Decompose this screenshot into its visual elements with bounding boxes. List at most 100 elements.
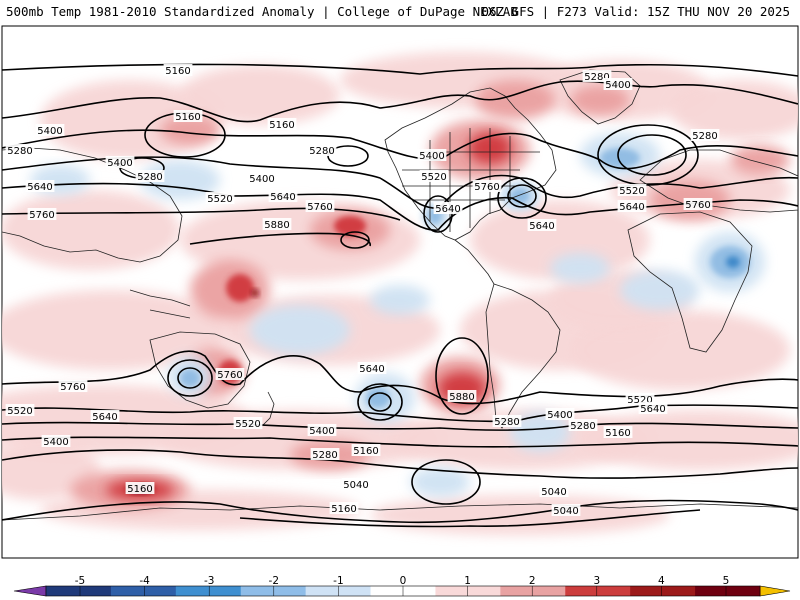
contour-label: 5160: [269, 120, 294, 131]
contour-label: 5760: [474, 182, 499, 193]
contour-label-bg: [35, 124, 65, 136]
anomaly-patch: [570, 310, 790, 390]
anomaly-patch: [226, 274, 254, 302]
colorbar-tick-label: -4: [139, 575, 150, 587]
colorbar-tick-label: 4: [658, 575, 665, 587]
colorbar-tick-label: 5: [723, 575, 730, 587]
contour-label-bg: [527, 219, 557, 231]
contour-label-bg: [690, 129, 720, 141]
contour-label-bg: [329, 502, 359, 514]
contour-label: 5520: [421, 172, 446, 183]
contour-label: 5640: [359, 364, 384, 375]
contour-label: 5400: [309, 426, 334, 437]
colorbar-swatch: [630, 586, 696, 596]
contour-label: 5400: [43, 437, 68, 448]
contour-label: 5640: [640, 404, 665, 415]
contour-label: 5640: [619, 202, 644, 213]
contour-label-bg: [539, 485, 569, 497]
colorbar-tick-label: -2: [269, 575, 279, 587]
contour-label: 5400: [249, 174, 274, 185]
contour-label-bg: [545, 408, 575, 420]
anomaly-patch: [600, 148, 640, 168]
contour-label-bg: [603, 426, 633, 438]
contour-label-bg: [447, 390, 477, 402]
contour-label-bg: [617, 184, 647, 196]
contour-label-bg: [27, 208, 57, 220]
contour-label: 5280: [7, 146, 32, 157]
colorbar-min-arrow: [13, 585, 47, 597]
contour-label: 5880: [449, 392, 474, 403]
contour-label-bg: [105, 156, 135, 168]
contour-label-bg: [307, 144, 337, 156]
anomaly-patch: [570, 85, 630, 115]
contour-label-bg: [5, 144, 35, 156]
contour-labels: 5160528054005160528051605400528056405400…: [5, 64, 720, 517]
contour-label-bg: [268, 190, 298, 202]
contour-label: 5640: [27, 182, 52, 193]
anomaly-patch: [180, 369, 200, 387]
contour-label: 5880: [264, 220, 289, 231]
contour-label-bg: [163, 64, 193, 76]
colorbar-swatch: [500, 586, 566, 596]
contour-label-bg: [433, 202, 463, 214]
contour-label-bg: [5, 404, 35, 416]
contour-label-bg: [247, 172, 277, 184]
contour-label: 5280: [692, 131, 717, 142]
contour-label-bg: [233, 417, 263, 429]
contour-label: 5280: [570, 421, 595, 432]
anomaly-patch: [475, 80, 555, 120]
contour-label: 5280: [137, 172, 162, 183]
colorbar-tick-label: -1: [333, 575, 343, 587]
contour-label-bg: [205, 192, 235, 204]
colorbar-swatch: [46, 586, 112, 596]
colorbar-swatch: [435, 586, 501, 596]
contour-label: 5160: [331, 504, 356, 515]
contour-label-bg: [683, 198, 713, 210]
contour-label: 5280: [584, 72, 609, 83]
contour-label-bg: [307, 424, 337, 436]
contour-label: 5760: [685, 200, 710, 211]
anomaly-patch: [726, 256, 740, 268]
contour-label: 5640: [92, 412, 117, 423]
contour-label: 5400: [547, 410, 572, 421]
contour-label: 5640: [435, 204, 460, 215]
contour-label: 5760: [217, 370, 242, 381]
colorbar-tick-label: 0: [400, 575, 407, 587]
colorbar-tick-label: 2: [529, 575, 536, 587]
anomaly-patch: [620, 270, 700, 310]
anomaly-patch: [550, 253, 610, 283]
colorbar-swatch: [695, 586, 761, 596]
contour-label-bg: [603, 78, 633, 90]
contour-label-bg: [492, 415, 522, 427]
anomaly-patch: [510, 412, 570, 452]
contour-label: 5520: [627, 395, 652, 406]
contour-label: 5280: [494, 417, 519, 428]
contour-label: 5160: [175, 112, 200, 123]
colorbar-tick-label: 1: [464, 575, 471, 587]
contour-label: 5640: [270, 192, 295, 203]
contour-label-bg: [357, 362, 387, 374]
anomaly-patch: [410, 467, 470, 497]
contour-label: 5280: [309, 146, 334, 157]
anomaly-patch: [334, 216, 366, 236]
anomaly-patch: [370, 285, 430, 315]
contour-label: 5400: [37, 126, 62, 137]
colorbar-swatch: [175, 586, 242, 596]
anomaly-patch: [180, 65, 340, 125]
colorbar-tick-label: -3: [204, 575, 214, 587]
contour-label: 5760: [60, 382, 85, 393]
colorbar-max-arrow: [759, 585, 791, 597]
contour-label: 5160: [353, 446, 378, 457]
contour-label: 5400: [605, 80, 630, 91]
contour-label-bg: [215, 368, 245, 380]
contour-label: 5640: [529, 221, 554, 232]
anomaly-patch: [580, 410, 798, 470]
colorbar-tick-label: 3: [593, 575, 600, 587]
contour-label: 5760: [307, 202, 332, 213]
contour-label-bg: [472, 180, 502, 192]
colorbar-swatch: [240, 586, 307, 596]
contour-label-bg: [135, 170, 165, 182]
contour-label: 5520: [235, 419, 260, 430]
anomaly-colorbar: -5 -4 -3 -2 -1 0 1 2 3 4 5: [13, 575, 791, 597]
